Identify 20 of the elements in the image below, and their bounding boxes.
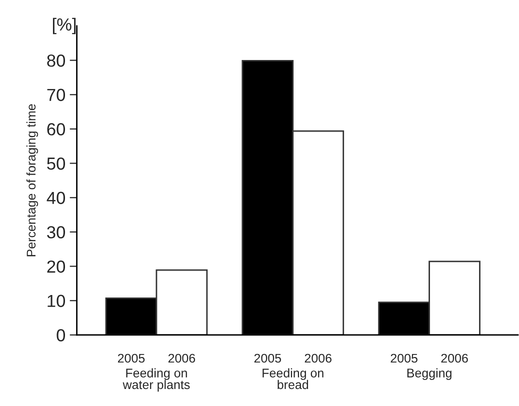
y-tick-label: 10 — [48, 294, 66, 308]
text: [%] — [52, 18, 76, 34]
text: 2006 — [441, 354, 468, 363]
text: 2006 — [304, 354, 332, 363]
series-label: 2006 — [168, 354, 196, 363]
text: 2005 — [390, 354, 418, 363]
y-axis-title: Percentage of foraging time — [26, 104, 38, 256]
series-label: 2005 — [118, 354, 145, 363]
y-tick-label: 30 — [47, 226, 66, 238]
y-tick-label: 50 — [47, 157, 66, 170]
x-tick-label: Begging — [407, 368, 452, 380]
y-tick-label: 70 — [47, 88, 66, 102]
y-tick-label: 0 — [56, 329, 66, 342]
y-tick-label: 60 — [47, 123, 66, 136]
y-tick-label: 20 — [47, 260, 66, 273]
text: 2005 — [254, 354, 282, 363]
x-tick-label: Feeding on bread — [262, 368, 324, 390]
y-tick-label: 80 — [47, 54, 66, 67]
y-tick-label: 40 — [46, 192, 66, 204]
x-tick-label: Feeding on water plants — [122, 368, 190, 392]
